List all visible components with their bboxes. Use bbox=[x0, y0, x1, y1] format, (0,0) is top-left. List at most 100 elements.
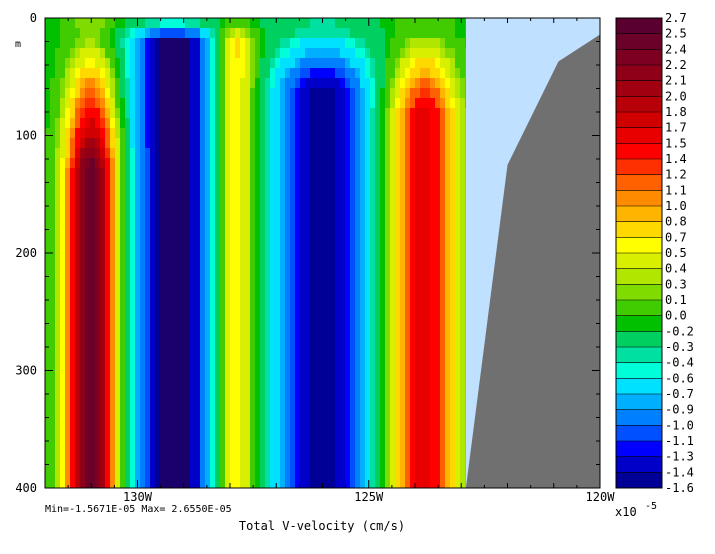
contour-cell bbox=[75, 338, 81, 349]
contour-cell bbox=[365, 358, 371, 369]
contour-cell bbox=[395, 128, 401, 139]
contour-cell bbox=[290, 428, 296, 439]
contour-cell bbox=[115, 128, 121, 139]
contour-cell bbox=[160, 228, 166, 239]
contour-cell bbox=[155, 278, 161, 289]
contour-cell bbox=[85, 448, 91, 459]
contour-cell bbox=[395, 338, 401, 349]
contour-cell bbox=[445, 238, 451, 249]
contour-cell bbox=[220, 438, 226, 449]
contour-cell bbox=[65, 388, 71, 399]
contour-cell bbox=[95, 248, 101, 259]
contour-cell bbox=[160, 428, 166, 439]
contour-cell bbox=[125, 338, 131, 349]
contour-cell bbox=[280, 78, 286, 89]
contour-cell bbox=[220, 148, 226, 159]
contour-cell bbox=[430, 398, 436, 409]
contour-cell bbox=[130, 88, 136, 99]
contour-cell bbox=[340, 328, 346, 339]
contour-cell bbox=[325, 38, 331, 49]
contour-cell bbox=[140, 128, 146, 139]
contour-cell bbox=[440, 458, 446, 469]
contour-cell bbox=[105, 168, 111, 179]
contour-cell bbox=[360, 88, 366, 99]
contour-cell bbox=[145, 388, 151, 399]
contour-cell bbox=[175, 178, 181, 189]
contour-cell bbox=[380, 168, 386, 179]
contour-cell bbox=[395, 368, 401, 379]
contour-cell bbox=[50, 58, 56, 69]
contour-cell bbox=[305, 218, 311, 229]
contour-cell bbox=[130, 28, 136, 39]
contour-cell bbox=[290, 218, 296, 229]
contour-cell bbox=[75, 158, 81, 169]
contour-cell bbox=[300, 38, 306, 49]
contour-cell bbox=[350, 458, 356, 469]
contour-cell bbox=[295, 388, 301, 399]
contour-cell bbox=[150, 18, 156, 29]
contour-cell bbox=[250, 28, 256, 39]
contour-cell bbox=[255, 218, 261, 229]
contour-cell bbox=[440, 208, 446, 219]
contour-cell bbox=[265, 208, 271, 219]
contour-cell bbox=[400, 138, 406, 149]
contour-cell bbox=[425, 228, 431, 239]
contour-cell bbox=[390, 188, 396, 199]
contour-cell bbox=[435, 228, 441, 239]
contour-cell bbox=[385, 428, 391, 439]
contour-cell bbox=[95, 188, 101, 199]
contour-cell bbox=[260, 278, 266, 289]
contour-cell bbox=[320, 368, 326, 379]
contour-cell bbox=[100, 318, 106, 329]
contour-cell bbox=[85, 88, 91, 99]
contour-cell bbox=[170, 358, 176, 369]
contour-cell bbox=[260, 348, 266, 359]
contour-cell bbox=[340, 138, 346, 149]
contour-cell bbox=[140, 118, 146, 129]
contour-cell bbox=[70, 458, 76, 469]
contour-cell bbox=[345, 158, 351, 169]
contour-cell bbox=[65, 268, 71, 279]
contour-cell bbox=[165, 198, 171, 209]
contour-cell bbox=[225, 338, 231, 349]
contour-cell bbox=[195, 328, 201, 339]
contour-cell bbox=[405, 258, 411, 269]
contour-cell bbox=[50, 278, 56, 289]
contour-cell bbox=[460, 398, 466, 409]
contour-cell bbox=[450, 158, 456, 169]
contour-cell bbox=[65, 258, 71, 269]
contour-cell bbox=[350, 328, 356, 339]
contour-cell bbox=[120, 118, 126, 129]
contour-cell bbox=[330, 318, 336, 329]
contour-cell bbox=[125, 208, 131, 219]
contour-cell bbox=[155, 408, 161, 419]
contour-cell bbox=[95, 398, 101, 409]
contour-cell bbox=[360, 418, 366, 429]
contour-cell bbox=[240, 78, 246, 89]
contour-cell bbox=[90, 288, 96, 299]
contour-cell bbox=[100, 368, 106, 379]
contour-cell bbox=[180, 328, 186, 339]
contour-cell bbox=[410, 308, 416, 319]
contour-cell bbox=[80, 338, 86, 349]
contour-cell bbox=[205, 208, 211, 219]
contour-cell bbox=[160, 248, 166, 259]
contour-cell bbox=[145, 198, 151, 209]
contour-cell bbox=[140, 368, 146, 379]
contour-cell bbox=[260, 268, 266, 279]
contour-cell bbox=[425, 348, 431, 359]
contour-cell bbox=[265, 398, 271, 409]
contour-cell bbox=[200, 48, 206, 59]
contour-cell bbox=[150, 418, 156, 429]
contour-cell bbox=[365, 238, 371, 249]
contour-cell bbox=[325, 268, 331, 279]
contour-cell bbox=[55, 198, 61, 209]
contour-cell bbox=[255, 208, 261, 219]
contour-cell bbox=[370, 448, 376, 459]
contour-cell bbox=[175, 278, 181, 289]
contour-cell bbox=[145, 288, 151, 299]
contour-cell bbox=[330, 358, 336, 369]
contour-cell bbox=[405, 58, 411, 69]
contour-cell bbox=[350, 38, 356, 49]
contour-cell bbox=[390, 348, 396, 359]
